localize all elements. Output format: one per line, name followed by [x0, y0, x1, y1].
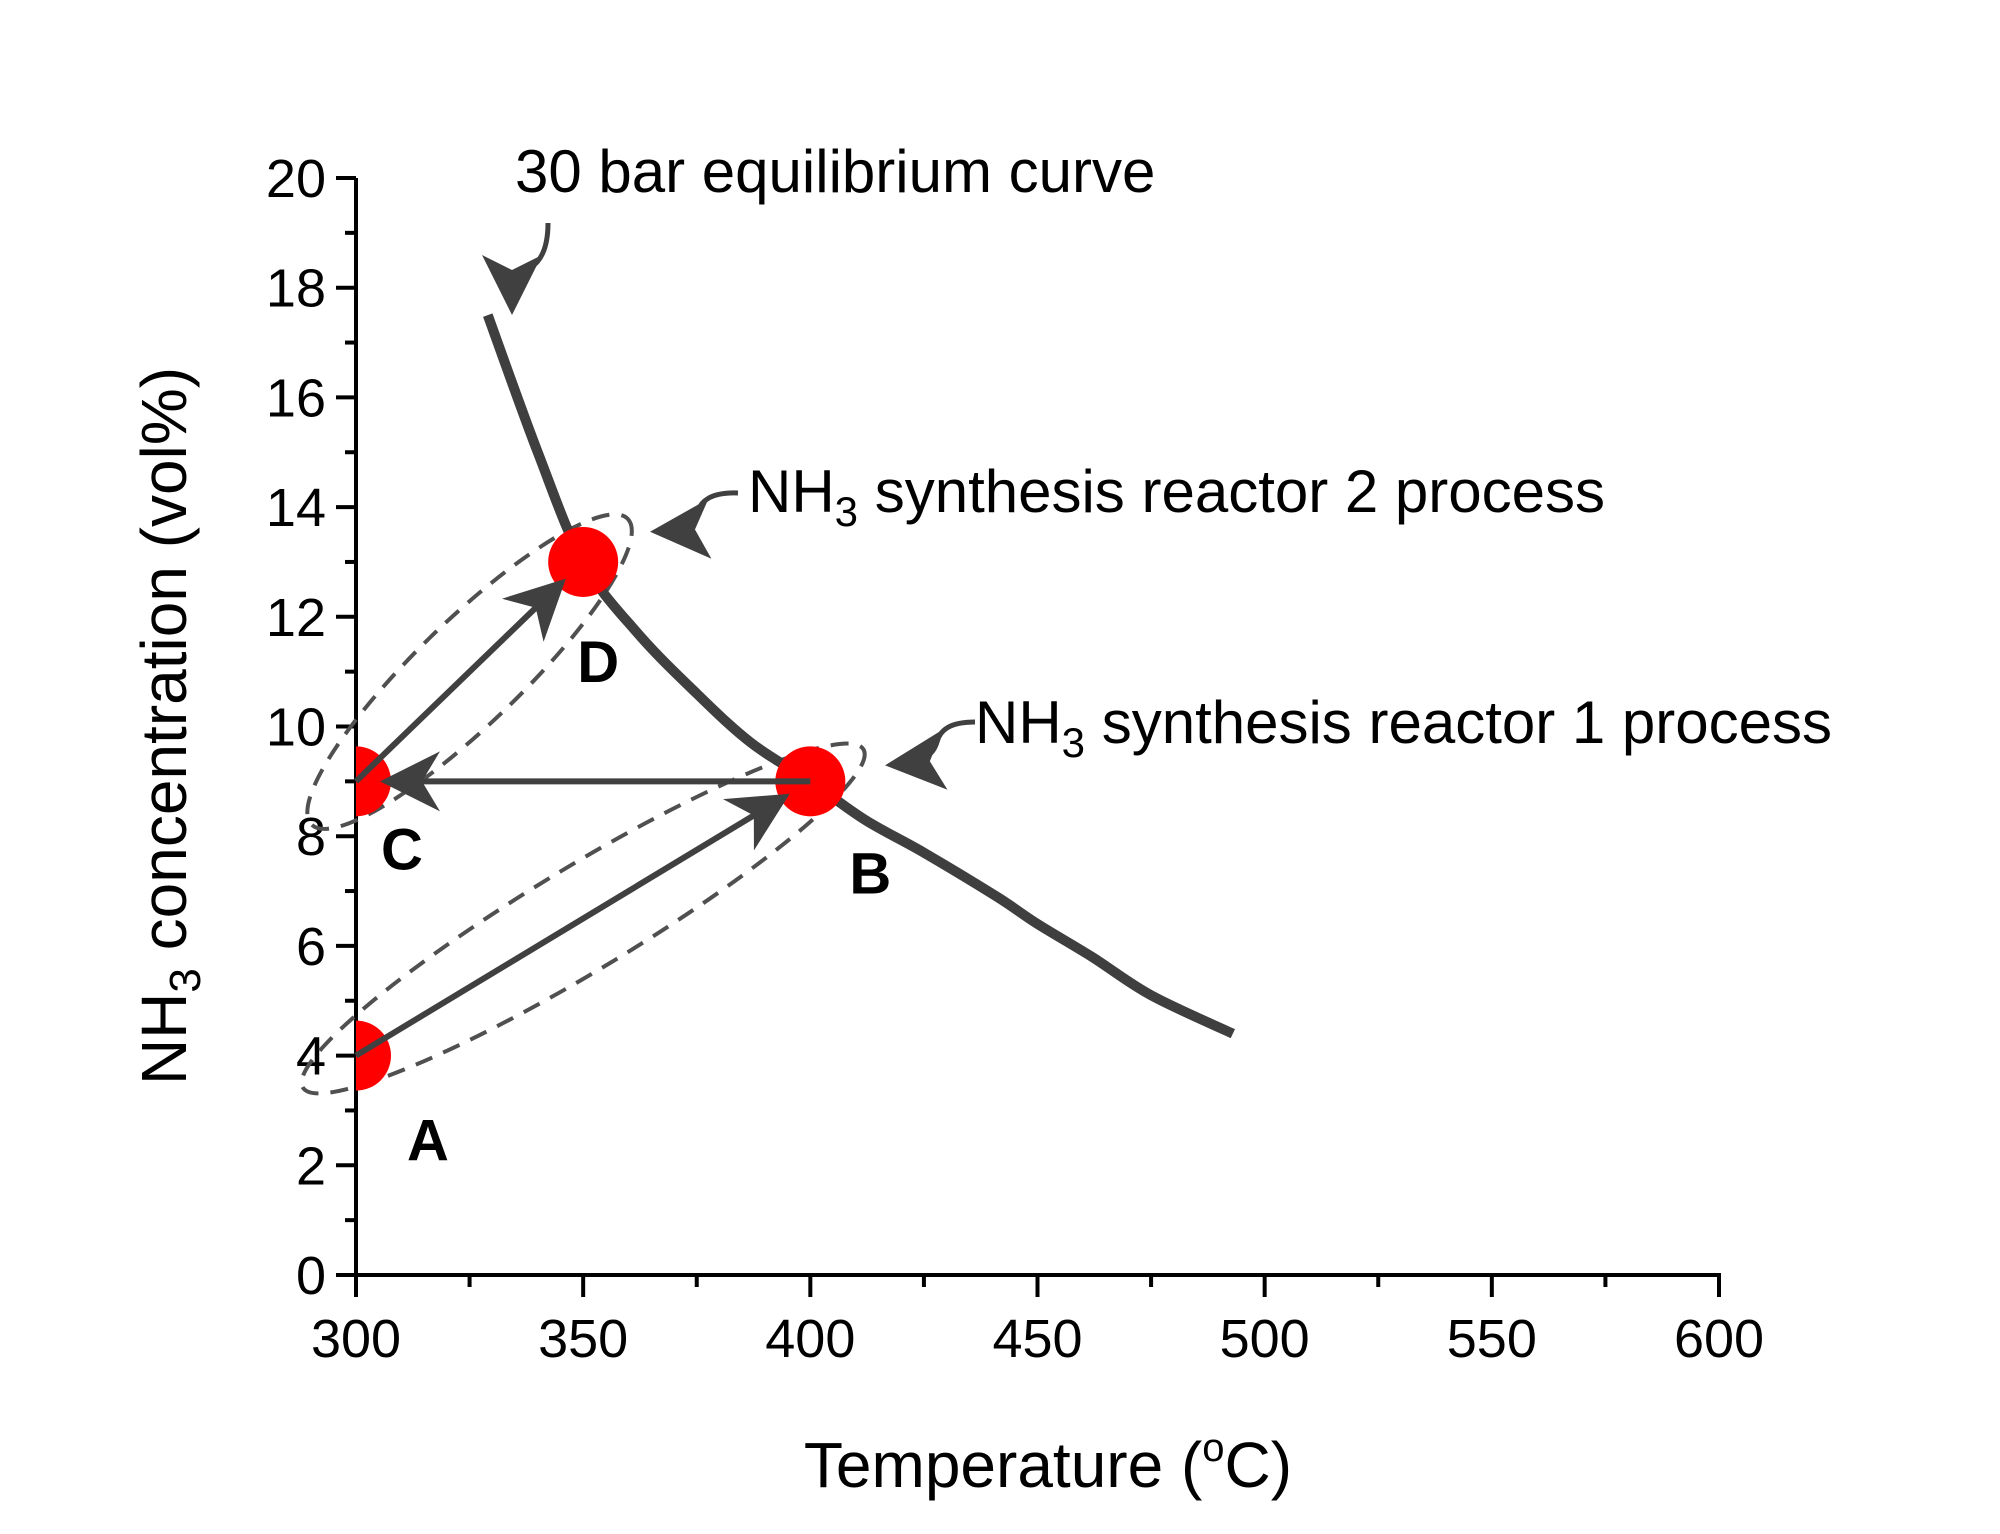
y-tick-label: 8 — [296, 807, 326, 867]
reactor2-annotation: NH3 synthesis reactor 2 process — [748, 458, 1605, 535]
y-tick-label: 18 — [266, 259, 326, 319]
reactor1-suffix: synthesis reactor 1 process — [1085, 689, 1832, 756]
reactor2-subscript: 3 — [835, 488, 858, 535]
y-tick-label: 20 — [266, 149, 326, 209]
y-axis-title: NH3 concentration (vol%) — [128, 367, 210, 1085]
reactor1-group-ellipse — [299, 741, 867, 1096]
y-axis-title-subscript: 3 — [161, 968, 210, 992]
y-tick-label: 0 — [296, 1246, 326, 1306]
y-tick-label: 6 — [296, 917, 326, 977]
point-a-label: A — [407, 1109, 449, 1174]
y-axis-title-suffix: concentration (vol%) — [128, 367, 200, 968]
callout-arrows — [482, 222, 976, 790]
point-b-label: B — [849, 841, 891, 906]
arrow-c-to-d — [353, 578, 566, 784]
reactor1-prefix: NH — [975, 689, 1062, 756]
x-axis: 300 350 400 450 500 550 600 — [311, 1273, 1764, 1369]
curve-callout-arrow — [482, 222, 551, 315]
y-tick-label: 16 — [266, 368, 326, 428]
x-tick-label: 550 — [1447, 1309, 1537, 1369]
x-tick-label: 450 — [992, 1309, 1082, 1369]
reactor1-annotation: NH3 synthesis reactor 1 process — [975, 689, 1832, 766]
reactor1-callout-arrow — [885, 719, 976, 790]
x-tick-label: 350 — [538, 1309, 628, 1369]
x-axis-title: Temperature (oC) — [804, 1426, 1292, 1501]
y-tick-label: 2 — [296, 1136, 326, 1196]
y-tick-label: 12 — [266, 588, 326, 648]
point-c-label: C — [381, 817, 423, 882]
y-tick-label: 10 — [266, 698, 326, 758]
reactor2-suffix: synthesis reactor 2 process — [858, 458, 1605, 525]
reactor2-prefix: NH — [748, 458, 835, 525]
x-tick-label: 300 — [311, 1309, 401, 1369]
reactor2-group-ellipse — [305, 512, 634, 831]
x-axis-title-prefix: Temperature ( — [804, 1429, 1202, 1501]
point-labels: A B C D — [381, 630, 891, 1174]
x-tick-label: 600 — [1674, 1309, 1764, 1369]
process-arrows — [353, 578, 811, 1059]
x-axis-title-suffix: C) — [1225, 1429, 1293, 1501]
y-axis: 0 2 4 6 8 10 12 14 16 18 20 — [266, 149, 358, 1306]
x-tick-label: 400 — [765, 1309, 855, 1369]
arrow-a-to-b — [354, 793, 790, 1059]
point-d-marker — [548, 526, 619, 597]
x-tick-label: 500 — [1220, 1309, 1310, 1369]
y-tick-label: 4 — [296, 1027, 326, 1087]
reactor1-subscript: 3 — [1062, 719, 1085, 766]
group-ellipses — [299, 512, 867, 1096]
y-axis-title-prefix: NH — [128, 993, 200, 1085]
point-d-label: D — [577, 630, 619, 695]
y-tick-label: 14 — [266, 478, 326, 538]
x-axis-title-degree: o — [1202, 1426, 1224, 1470]
curve-annotation: 30 bar equilibrium curve — [515, 138, 1155, 205]
reactor2-callout-arrow — [650, 490, 739, 559]
